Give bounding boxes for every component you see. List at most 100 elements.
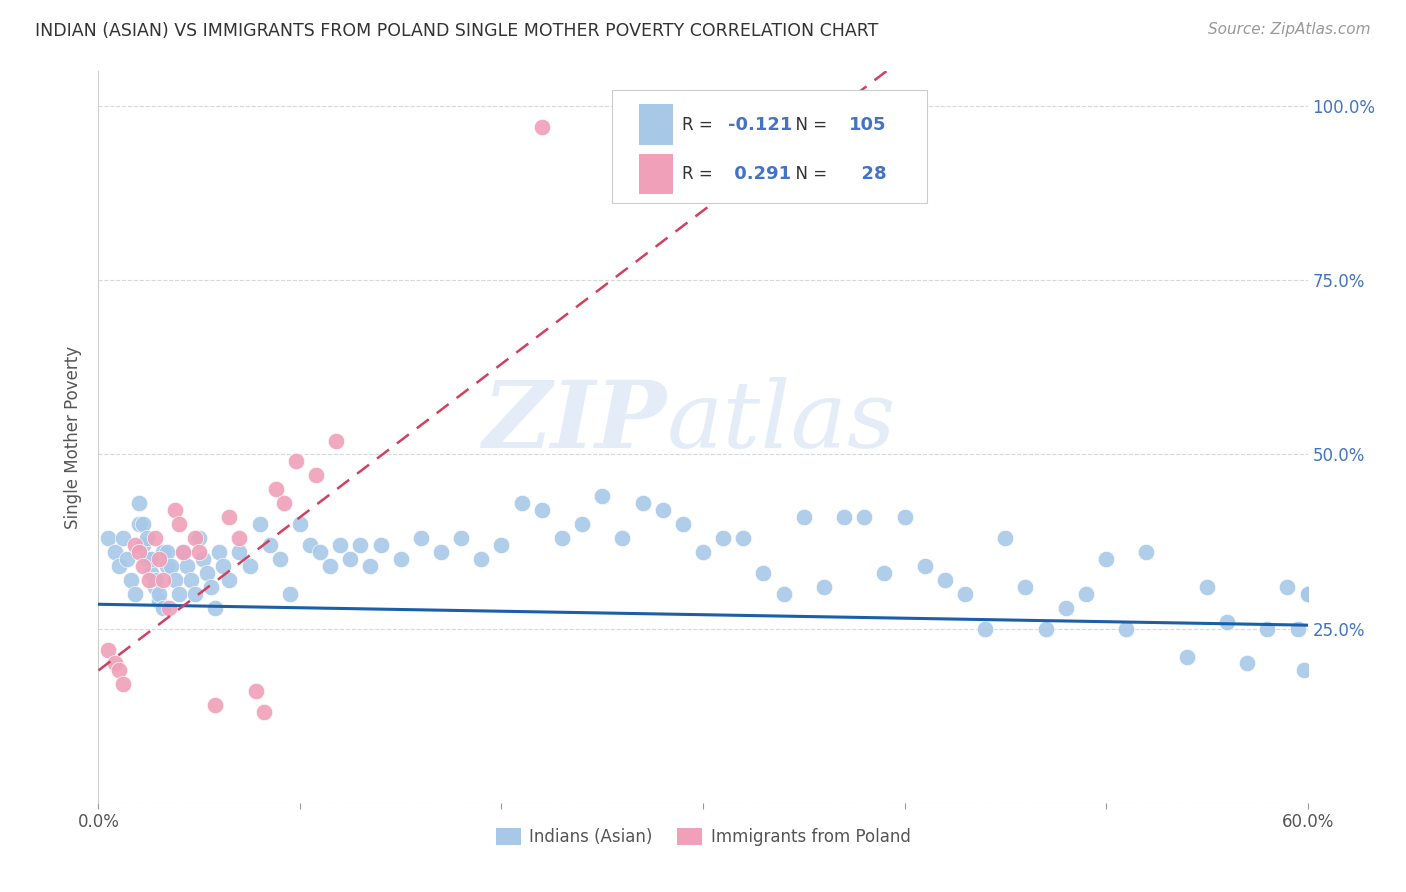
Point	[120, 573, 142, 587]
Point	[1074, 587, 1097, 601]
Point	[103, 657, 125, 671]
Point	[651, 503, 673, 517]
Point	[132, 558, 155, 573]
Point	[152, 573, 174, 587]
Text: ZIP: ZIP	[482, 377, 666, 467]
Point	[389, 552, 412, 566]
Point	[530, 503, 553, 517]
Point	[1296, 587, 1319, 601]
Point	[148, 552, 170, 566]
Point	[195, 566, 218, 580]
Point	[1296, 587, 1319, 601]
FancyBboxPatch shape	[613, 90, 927, 203]
Point	[591, 489, 613, 503]
Point	[994, 531, 1017, 545]
Point	[309, 545, 332, 559]
Point	[934, 573, 956, 587]
Point	[1175, 649, 1198, 664]
Point	[124, 538, 146, 552]
Point	[212, 558, 235, 573]
Point	[1216, 615, 1239, 629]
Point	[1115, 622, 1137, 636]
Point	[103, 545, 125, 559]
Point	[218, 573, 240, 587]
Point	[1256, 622, 1278, 636]
Point	[138, 573, 160, 587]
Point	[269, 552, 291, 566]
Point	[832, 510, 855, 524]
Text: R =: R =	[682, 116, 718, 134]
Point	[305, 468, 328, 483]
Point	[97, 531, 120, 545]
Point	[111, 531, 134, 545]
Point	[143, 580, 166, 594]
Point	[245, 684, 267, 698]
Point	[470, 552, 492, 566]
Point	[184, 587, 207, 601]
Point	[148, 587, 170, 601]
Y-axis label: Single Mother Poverty: Single Mother Poverty	[65, 345, 83, 529]
Point	[188, 531, 211, 545]
Point	[953, 587, 976, 601]
Point	[1286, 622, 1309, 636]
Point	[530, 120, 553, 134]
Text: 28: 28	[849, 165, 887, 183]
Point	[288, 517, 311, 532]
Point	[115, 552, 138, 566]
Point	[491, 538, 513, 552]
Point	[672, 517, 695, 532]
Point	[124, 587, 146, 601]
Point	[319, 558, 342, 573]
Point	[249, 517, 271, 532]
Point	[1195, 580, 1218, 594]
Point	[752, 566, 775, 580]
Point	[253, 705, 276, 719]
Point	[873, 566, 896, 580]
Point	[571, 517, 593, 532]
Point	[259, 538, 281, 552]
Point	[793, 510, 815, 524]
Point	[163, 503, 186, 517]
Point	[1054, 600, 1077, 615]
Point	[1014, 580, 1036, 594]
Text: atlas: atlas	[666, 377, 896, 467]
Legend: Indians (Asian), Immigrants from Poland: Indians (Asian), Immigrants from Poland	[489, 822, 917, 853]
Point	[284, 454, 307, 468]
Point	[692, 545, 714, 559]
Point	[160, 558, 183, 573]
Text: N =: N =	[785, 116, 832, 134]
Point	[111, 677, 134, 691]
Point	[143, 531, 166, 545]
Point	[132, 517, 155, 532]
Point	[1296, 587, 1319, 601]
Point	[228, 545, 250, 559]
Point	[1296, 587, 1319, 601]
Point	[772, 587, 794, 601]
Point	[1277, 580, 1299, 594]
Point	[893, 510, 915, 524]
Point	[172, 545, 194, 559]
Point	[631, 496, 654, 510]
Point	[370, 538, 392, 552]
Point	[107, 664, 129, 678]
Point	[180, 573, 202, 587]
Point	[299, 538, 322, 552]
Point	[167, 517, 190, 532]
Point	[156, 545, 179, 559]
Point	[204, 600, 226, 615]
Point	[97, 642, 120, 657]
Bar	[638, 153, 673, 194]
Point	[239, 558, 262, 573]
Text: R =: R =	[682, 165, 718, 183]
Point	[135, 531, 157, 545]
Text: 105: 105	[849, 116, 887, 134]
Point	[163, 573, 186, 587]
Point	[128, 496, 150, 510]
Point	[1236, 657, 1258, 671]
Point	[813, 580, 835, 594]
Point	[325, 434, 347, 448]
Text: N =: N =	[785, 165, 832, 183]
Point	[157, 600, 180, 615]
Point	[204, 698, 226, 713]
Point	[1296, 587, 1319, 601]
